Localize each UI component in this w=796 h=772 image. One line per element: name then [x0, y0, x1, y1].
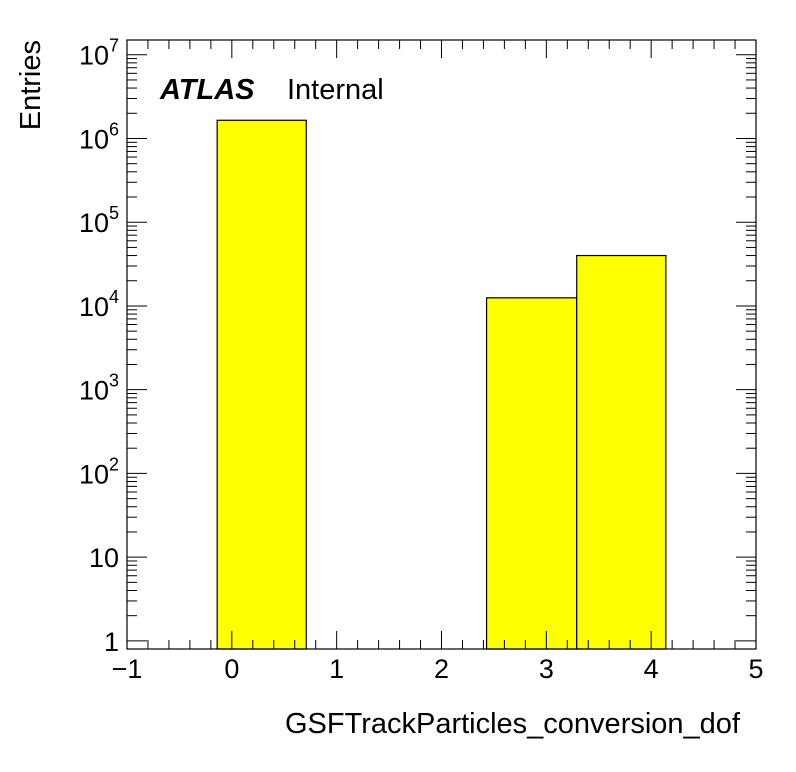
y-tick-label: 107 [79, 36, 119, 71]
y-tick-label: 1 [104, 627, 119, 657]
x-axis-title: GSFTrackParticles_conversion_dof [285, 708, 741, 740]
bars-layer [216, 119, 667, 650]
y-tick-label: 106 [79, 119, 119, 154]
histogram-bar-1 [485, 297, 578, 650]
atlas-label: ATLAS [159, 74, 255, 106]
x-tick-label: 1 [329, 654, 344, 684]
x-tick-label: 0 [224, 654, 239, 684]
y-axis-title: Entries [15, 40, 47, 130]
y-tick-label: 10 [89, 543, 119, 573]
histogram-bar-0 [216, 119, 307, 650]
x-tick-label: 5 [748, 654, 763, 684]
x-tick-label: 4 [644, 654, 659, 684]
y-tick-label: 103 [79, 371, 119, 406]
internal-label: Internal [287, 74, 384, 106]
y-tick-label: 105 [79, 203, 119, 238]
tick-labels-layer: −1 0 1 2 3 4 5 1 10 102 103 104 105 106 107 [79, 36, 764, 684]
x-tick-label: 3 [539, 654, 554, 684]
x-tick-label: 2 [434, 654, 449, 684]
histogram-bar-2 [576, 254, 667, 650]
y-tick-label: 104 [79, 287, 119, 322]
y-tick-label: 102 [79, 454, 119, 489]
x-tick-label: −1 [112, 654, 143, 684]
ticks-layer [126, 40, 757, 649]
